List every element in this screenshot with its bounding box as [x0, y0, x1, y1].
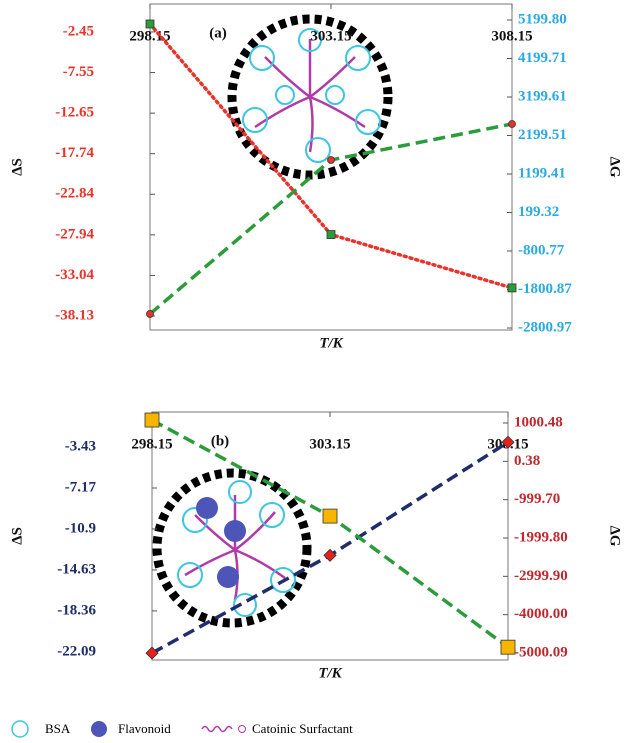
- y-tick-label: -3.43: [65, 438, 96, 454]
- marker: [508, 120, 516, 128]
- marker: [145, 646, 159, 660]
- marker: [500, 639, 516, 655]
- legend-text: Flavonoid: [118, 721, 171, 736]
- y-tick-label: -14.63: [57, 561, 96, 577]
- x-tick-label: 303.15: [310, 28, 351, 44]
- y2-axis-title: ΔG: [607, 156, 623, 177]
- micelle-illustration-b: [152, 468, 312, 628]
- marker: [146, 310, 154, 318]
- marker: [507, 283, 517, 293]
- marker: [327, 156, 335, 164]
- panel-label: (a): [209, 25, 227, 41]
- y2-tick-label: -1999.80: [514, 529, 568, 545]
- y2-tick-label: 199.32: [518, 204, 559, 220]
- x-tick-label: 308.15: [491, 28, 532, 44]
- marker: [322, 508, 338, 524]
- y2-tick-label: 5199.80: [518, 11, 567, 27]
- y-tick-label: -7.17: [65, 479, 97, 495]
- y-axis-title: ΔS: [9, 527, 25, 545]
- y-tick-label: -2.45: [63, 23, 94, 39]
- y2-tick-label: -2800.97: [518, 319, 572, 335]
- y2-tick-label: 0.38: [514, 453, 540, 469]
- y2-tick-label: 1000.48: [514, 414, 563, 430]
- y-tick-label: -22.09: [57, 643, 96, 659]
- x-axis-title: T/K: [318, 665, 342, 681]
- y2-tick-label: 4199.71: [518, 50, 567, 66]
- y2-tick-label: -800.77: [518, 242, 565, 258]
- y2-tick-label: -5000.09: [514, 644, 568, 660]
- x-tick-label: 303.15: [309, 436, 350, 452]
- x-axis-title: T/K: [319, 335, 343, 351]
- y2-tick-label: 2199.51: [518, 127, 567, 143]
- y-tick-label: -10.9: [65, 520, 96, 536]
- y-axis-title: ΔS: [9, 158, 25, 176]
- y-tick-label: -7.55: [63, 64, 94, 80]
- y2-tick-label: -4000.00: [514, 606, 568, 622]
- marker: [326, 230, 336, 239]
- y-tick-label: -17.74: [55, 145, 94, 161]
- y2-tick-label: 3199.61: [518, 88, 567, 104]
- micelle-illustration-a: [227, 14, 393, 180]
- y2-tick-label: -2999.90: [514, 568, 568, 584]
- x-tick-label: 298.15: [131, 436, 172, 452]
- y2-tick-label: 1199.41: [518, 165, 566, 181]
- y-tick-label: -27.94: [55, 226, 94, 242]
- legend-text: Catoinic Surfactant: [252, 721, 353, 736]
- y2-tick-label: -999.70: [514, 491, 560, 507]
- panel-label: (b): [211, 433, 229, 449]
- legend-icons: [11, 720, 246, 738]
- y-tick-label: -12.65: [55, 105, 94, 121]
- y-tick-label: -38.13: [55, 307, 94, 323]
- y2-axis-title: ΔG: [607, 525, 623, 546]
- legend-text: BSA: [45, 721, 71, 736]
- y-tick-label: -33.04: [55, 267, 94, 283]
- y2-tick-label: -1800.87: [518, 281, 572, 297]
- marker: [501, 435, 515, 449]
- marker: [323, 548, 337, 562]
- x-tick-label: 298.15: [129, 28, 170, 44]
- marker: [144, 412, 160, 428]
- y-tick-label: -22.84: [55, 186, 94, 202]
- y-tick-label: -18.36: [57, 602, 96, 618]
- marker: [145, 19, 155, 29]
